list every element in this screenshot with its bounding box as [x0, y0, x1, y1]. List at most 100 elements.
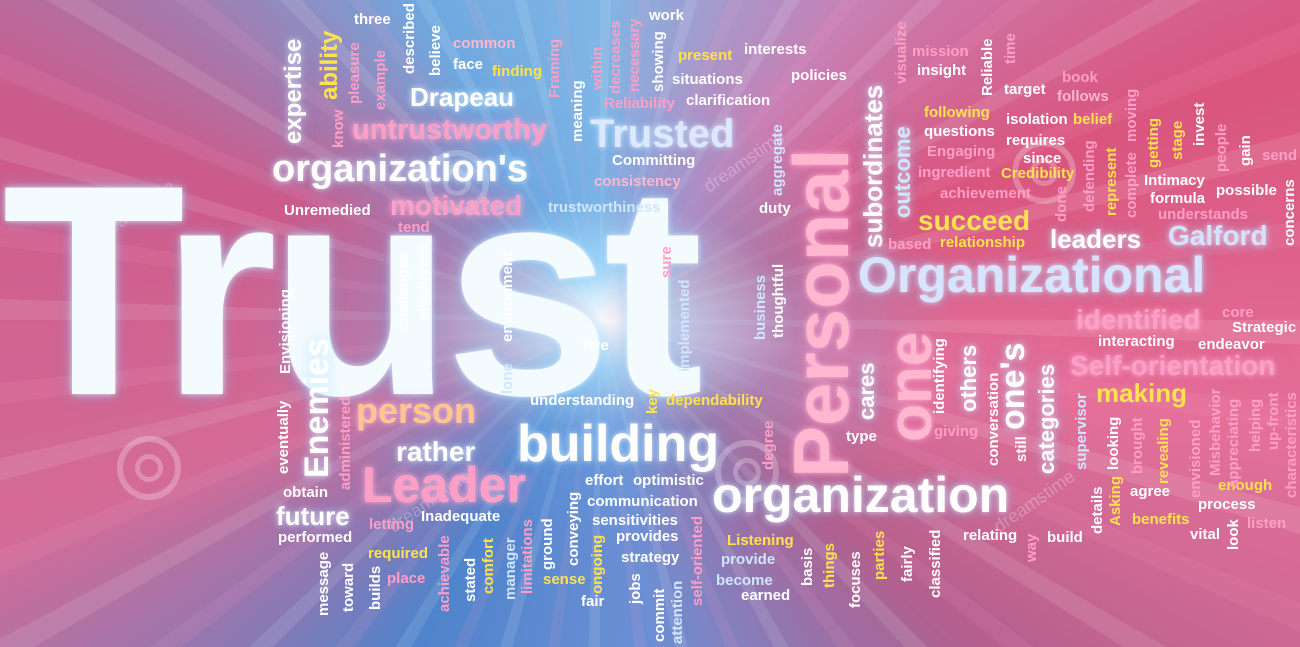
word-look: look: [1225, 519, 1242, 550]
word-understands: understands: [1158, 206, 1249, 223]
watermark-swirl-icon: [1012, 140, 1076, 204]
word-benefits: benefits: [1132, 511, 1190, 528]
word-sense: sense: [543, 571, 586, 588]
watermark-swirl-icon: [117, 436, 181, 500]
word-outcome: outcome: [890, 126, 915, 218]
word-communication: communication: [587, 493, 698, 510]
word-example: example: [372, 49, 389, 110]
word-person: person: [356, 390, 477, 431]
word-book: book: [1062, 69, 1098, 86]
word-achievable: achievable: [436, 535, 453, 612]
word-people: people: [1213, 123, 1230, 172]
word-things: things: [821, 543, 838, 588]
word-performed: performed: [278, 529, 353, 546]
word-provides: provides: [616, 528, 679, 545]
word-possible: possible: [1216, 182, 1277, 199]
word-sure: sure: [658, 246, 675, 278]
word-helping: helping: [1247, 398, 1264, 452]
word-reliability: Reliability: [604, 95, 675, 112]
word-drapeau: Drapeau: [410, 82, 515, 112]
word-finding: finding: [492, 63, 542, 80]
word-agree: agree: [1130, 483, 1171, 500]
word-attention: attention: [669, 580, 686, 644]
word-credibility: Credibility: [1001, 165, 1075, 182]
word-getting: getting: [1145, 118, 1162, 168]
word-revealing: revealing: [1155, 418, 1172, 484]
word-focuses: focuses: [847, 551, 864, 608]
word-necessary: necessary: [626, 18, 643, 92]
word-builds: builds: [367, 565, 384, 610]
word-duty: duty: [759, 200, 791, 217]
word-making: making: [1096, 378, 1188, 408]
word-trustworthiness: trustworthiness: [548, 199, 661, 216]
word-endeavor: endeavor: [1198, 336, 1265, 353]
word-key: key: [644, 388, 661, 414]
word-aggregate: aggregate: [769, 124, 786, 196]
word-untrustworthy: untrustworthy: [352, 114, 547, 146]
word-basis: basis: [799, 547, 816, 586]
word-rather: rather: [396, 436, 476, 467]
word-brought: brought: [1129, 417, 1146, 474]
word-pleasure: pleasure: [346, 42, 363, 104]
word-engaging: Engaging: [927, 143, 996, 160]
word-tend: tend: [398, 219, 430, 236]
word-asking: Asking: [1107, 475, 1124, 526]
word-optimistic: optimistic: [633, 472, 704, 489]
word-administered: administered: [337, 396, 354, 490]
word-intimacy: Intimacy: [1144, 172, 1205, 189]
word-invest: invest: [1191, 102, 1208, 146]
word-leader: Leader: [362, 457, 526, 513]
word-present: present: [678, 47, 733, 64]
word-manager: manager: [502, 537, 519, 600]
word-described: described: [401, 3, 418, 74]
word-message: message: [315, 551, 332, 616]
word-common: common: [453, 35, 516, 52]
word-interacting: interacting: [1098, 333, 1175, 350]
word-ground: ground: [539, 518, 556, 570]
word-committing: Committing: [612, 152, 696, 169]
word-interests: interests: [744, 41, 807, 58]
word-defending: defending: [1081, 140, 1098, 212]
word-formula: formula: [1150, 190, 1206, 207]
word-strategic: Strategic: [1232, 319, 1297, 336]
word-five: five: [583, 337, 609, 354]
word-time: time: [1002, 33, 1019, 64]
word-build: build: [1047, 529, 1083, 546]
word-work: work: [649, 7, 685, 24]
word-achievement: achievement: [940, 185, 1031, 202]
word-future: future: [276, 501, 350, 531]
watermark-swirl-icon: [425, 150, 489, 214]
word-done: done: [1053, 186, 1070, 222]
word-required: required: [368, 545, 429, 562]
word-mission: mission: [912, 43, 969, 60]
word-three: three: [354, 11, 391, 28]
word-characteristics: characteristics: [1283, 392, 1300, 498]
word-process: process: [1198, 496, 1256, 513]
word-commit: commit: [651, 588, 668, 642]
word-organizational: Organizational: [858, 247, 1206, 303]
word-listening: Listening: [727, 532, 794, 549]
word-dependability: dependability: [666, 392, 763, 409]
word-moving: moving: [1123, 88, 1140, 142]
word-ingredient: ingredient: [918, 164, 991, 181]
word-letting: letting: [369, 516, 414, 533]
word-become: become: [716, 572, 773, 589]
word-target: target: [1004, 81, 1046, 98]
word-situations: situations: [672, 71, 743, 88]
word-ongoing: ongoing: [589, 534, 606, 594]
word-based: based: [888, 236, 932, 253]
word-showing: showing: [650, 31, 667, 92]
word-insight: insight: [917, 62, 967, 79]
word-enemies: Enemies: [298, 338, 336, 478]
word-framing: Framing: [546, 38, 563, 98]
word-appreciating: appreciating: [1225, 398, 1242, 488]
word-consistency: consistency: [594, 173, 681, 190]
word-clarification: clarification: [686, 92, 771, 109]
word-send: send: [1262, 147, 1298, 164]
word-relationship: relationship: [940, 234, 1026, 251]
word-details: details: [1089, 486, 1106, 534]
word-complete: complete: [1123, 152, 1140, 218]
word-questions: questions: [924, 123, 995, 140]
word-face: face: [453, 56, 484, 73]
word-succeed: succeed: [918, 205, 1031, 236]
